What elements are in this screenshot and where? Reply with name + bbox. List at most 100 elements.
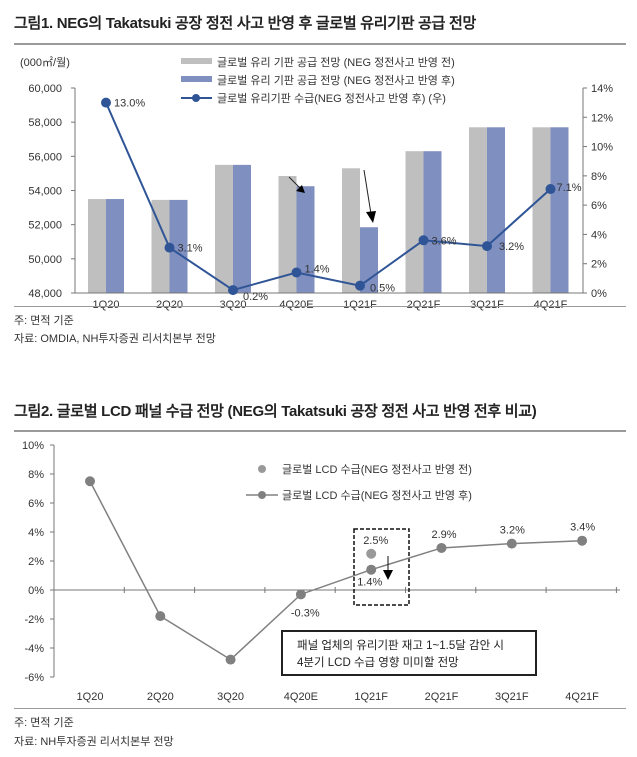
- y2-tick-label: 2%: [591, 259, 607, 271]
- arrow-4q20e: [288, 176, 301, 189]
- data-label: 13.0%: [114, 98, 145, 110]
- point-before: [366, 548, 377, 559]
- line-point: [545, 184, 556, 195]
- y2-tick-label: 8%: [591, 171, 607, 183]
- y-tick-label: 48,000: [28, 288, 62, 300]
- data-label-before: 2.5%: [363, 535, 388, 547]
- bar-after: [106, 199, 124, 293]
- line-point-after: [577, 535, 588, 546]
- y-tick-label: 50,000: [28, 254, 62, 266]
- data-label-after: 3.2%: [500, 525, 525, 537]
- x-tick-label: 2Q21F: [407, 299, 441, 311]
- x-tick-label: 3Q20: [220, 299, 247, 311]
- x-tick-label: 3Q21F: [470, 299, 504, 311]
- y-tick-label: 56,000: [28, 151, 62, 163]
- legend-marker: [192, 94, 200, 102]
- annotation-line-2: 4분기 LCD 수급 영향 미미할 전망: [297, 657, 459, 669]
- bar-after: [233, 164, 251, 293]
- x-tick-label: 3Q20: [217, 691, 244, 703]
- figure1-note: 주: 면적 기준: [14, 315, 74, 327]
- legend-label-before: 글로벌 LCD 수급(NEG 정전사고 반영 전): [282, 463, 472, 476]
- y-tick-label: 54,000: [28, 186, 62, 198]
- line-point: [482, 241, 492, 252]
- line-point-after: [225, 654, 236, 665]
- line-point: [418, 235, 429, 246]
- data-label: 0.5%: [370, 283, 395, 295]
- data-label: 3.6%: [432, 235, 457, 247]
- line-after: [89, 480, 583, 661]
- arrow-head-4q20e: [296, 185, 305, 193]
- figure2-divider: [14, 430, 626, 432]
- x-tick-label: 2Q21F: [425, 691, 459, 703]
- x-tick-label: 1Q20: [93, 299, 120, 311]
- figure1-title: 그림1. NEG의 Takatsuki 공장 정전 사고 반영 후 글로벌 유리…: [14, 15, 476, 32]
- legend-swatch-before: [181, 58, 212, 64]
- figure1-divider: [14, 43, 626, 45]
- x-tick-label: 1Q20: [77, 691, 104, 703]
- figure1-chart: (000㎡/월) 48,000 50,000 52,000 54,000 56,000 58…: [20, 56, 613, 311]
- legend-marker-before: [258, 465, 266, 473]
- line-point-after: [436, 542, 447, 553]
- figure2-bottom-divider: [14, 708, 626, 709]
- figure2-source: 자료: NH투자증권 리서치본부 전망: [14, 736, 174, 748]
- bar-after: [550, 127, 569, 294]
- y-tick-label: 4%: [28, 527, 44, 539]
- x-tick-label: 4Q20E: [284, 691, 318, 703]
- line-point-after: [295, 589, 306, 600]
- line-point: [228, 285, 238, 296]
- y2-tick-label: 4%: [591, 229, 607, 241]
- y-tick-label: -2%: [24, 614, 44, 626]
- bar-before: [405, 151, 424, 293]
- line-point: [291, 267, 302, 278]
- line-point: [101, 97, 111, 108]
- arrow-down-head: [383, 570, 393, 580]
- y-tick-label: 10%: [22, 440, 44, 452]
- annotation-line-1: 패널 업체의 유리기판 재고 1~1.5달 감안 시: [297, 640, 504, 652]
- data-label: 3.1%: [178, 243, 203, 255]
- figure2-note: 주: 면적 기준: [14, 717, 74, 729]
- arrow-head-1q21f: [366, 211, 376, 223]
- legend-swatch-after: [181, 76, 212, 82]
- y2-tick-label: 6%: [591, 200, 607, 212]
- x-tick-label: 1Q21F: [354, 691, 388, 703]
- data-label: 1.4%: [305, 264, 330, 276]
- y-tick-label: -6%: [24, 672, 44, 684]
- y-axis-unit-label: (000㎡/월): [20, 56, 70, 69]
- legend-label-after: 글로벌 유리 기판 공급 전망 (NEG 정전사고 반영 후): [217, 74, 455, 87]
- x-tick-label: 2Q20: [147, 691, 174, 703]
- bar-before: [532, 127, 551, 294]
- line-supply-demand: [105, 102, 552, 292]
- x-tick-label: 3Q21F: [495, 691, 529, 703]
- line-point: [355, 280, 365, 291]
- line-point-after: [506, 538, 517, 549]
- bar-after: [169, 199, 188, 293]
- data-label: 7.1%: [557, 182, 582, 194]
- y-tick-label: -4%: [24, 643, 44, 655]
- figure2-annotation-box: 패널 업체의 유리기판 재고 1~1.5달 감안 시 4분기 LCD 수급 영향…: [281, 630, 537, 676]
- x-tick-label: 4Q20E: [279, 299, 313, 311]
- bar-before: [342, 168, 360, 293]
- legend-marker-after: [258, 491, 266, 499]
- data-label-after: 2.9%: [432, 529, 457, 541]
- bar-after: [296, 186, 315, 293]
- y-tick-label: 2%: [28, 556, 44, 568]
- data-label-after: 3.4%: [570, 522, 595, 534]
- line-point-after: [85, 476, 95, 487]
- data-label: 3.2%: [499, 241, 524, 253]
- bar-before: [278, 175, 297, 293]
- y-tick-label: 52,000: [28, 220, 62, 232]
- data-label-after: 1.4%: [357, 577, 382, 589]
- arrow-1q21f: [363, 169, 372, 215]
- figure1-source: 자료: OMDIA, NH투자증권 리서치본부 전망: [14, 333, 216, 345]
- y-tick-label: 58,000: [28, 117, 62, 129]
- y2-tick-label: 0%: [591, 288, 607, 300]
- line-point: [164, 242, 175, 253]
- legend-label-before: 글로벌 유리 기판 공급 전망 (NEG 정전사고 반영 전): [217, 56, 455, 69]
- x-tick-label: 2Q20: [156, 299, 183, 311]
- legend-label-line: 글로벌 유리기판 수급(NEG 정전사고 반영 후) (우): [217, 92, 446, 105]
- y-tick-label: 8%: [28, 469, 44, 481]
- bar-before: [151, 199, 170, 293]
- bar-before: [469, 127, 487, 294]
- bar-after: [487, 127, 505, 294]
